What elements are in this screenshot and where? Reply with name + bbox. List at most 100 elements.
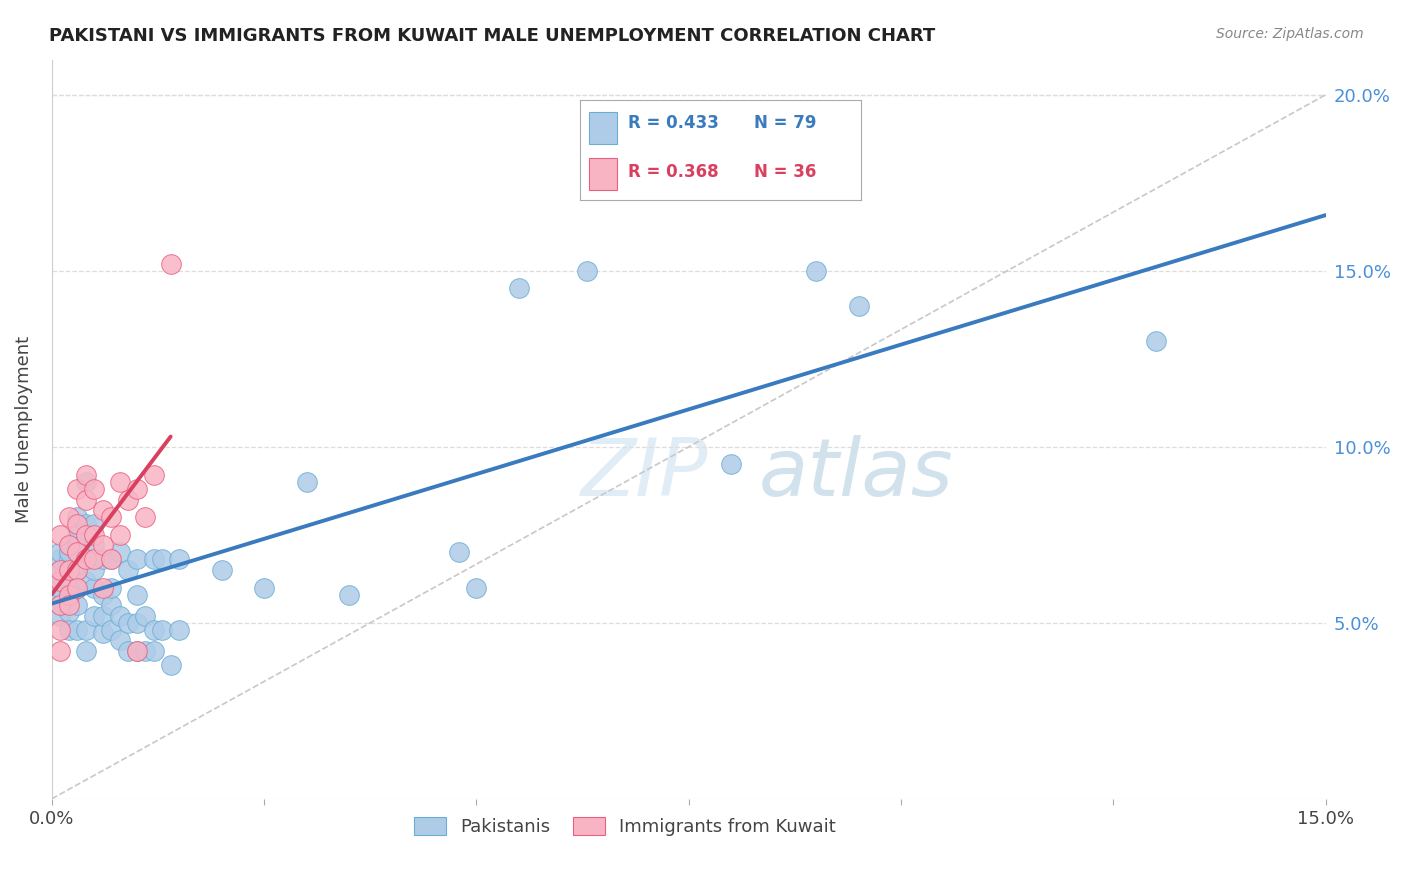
Point — [337, 588, 360, 602]
Point — [108, 528, 131, 542]
Text: atlas: atlas — [759, 434, 953, 513]
Point — [49, 528, 72, 542]
Point — [100, 623, 122, 637]
Point — [49, 552, 72, 566]
Point — [49, 599, 72, 613]
Point — [75, 552, 97, 566]
Point — [66, 623, 89, 637]
Point — [49, 574, 72, 588]
Point — [91, 581, 114, 595]
Point — [58, 599, 80, 613]
Point — [125, 644, 148, 658]
Point — [295, 475, 318, 489]
Point — [75, 467, 97, 482]
Point — [66, 581, 89, 595]
Point — [58, 605, 80, 619]
Point — [66, 581, 89, 595]
Point — [125, 552, 148, 566]
Point — [75, 574, 97, 588]
Point — [66, 563, 89, 577]
Point — [211, 563, 233, 577]
Point — [58, 623, 80, 637]
Point — [66, 545, 89, 559]
Point — [83, 563, 105, 577]
Point — [66, 545, 89, 559]
Point — [66, 517, 89, 532]
Point — [58, 552, 80, 566]
Point — [142, 644, 165, 658]
Point — [167, 623, 190, 637]
Point — [58, 510, 80, 524]
Point — [58, 588, 80, 602]
Point — [58, 538, 80, 552]
Point — [49, 644, 72, 658]
Point — [91, 626, 114, 640]
Point — [117, 615, 139, 630]
Point — [66, 482, 89, 496]
Point — [848, 299, 870, 313]
Point — [720, 458, 742, 472]
Point — [75, 552, 97, 566]
Point — [91, 608, 114, 623]
Point — [117, 644, 139, 658]
Point — [449, 545, 471, 559]
Point — [83, 538, 105, 552]
Point — [49, 545, 72, 559]
Point — [75, 492, 97, 507]
Point — [66, 528, 89, 542]
Point — [75, 644, 97, 658]
Point — [66, 563, 89, 577]
Point — [142, 623, 165, 637]
Point — [75, 475, 97, 489]
Point — [49, 588, 72, 602]
Point — [167, 552, 190, 566]
Point — [58, 538, 80, 552]
Point — [159, 658, 181, 673]
Point — [134, 644, 156, 658]
Point — [75, 517, 97, 532]
Point — [150, 623, 173, 637]
Point — [508, 281, 530, 295]
Point — [142, 467, 165, 482]
Point — [49, 599, 72, 613]
Legend: Pakistanis, Immigrants from Kuwait: Pakistanis, Immigrants from Kuwait — [405, 808, 845, 846]
Point — [58, 563, 80, 577]
Point — [49, 563, 72, 577]
Point — [58, 545, 80, 559]
Point — [49, 574, 72, 588]
Point — [75, 623, 97, 637]
Point — [49, 608, 72, 623]
Point — [117, 563, 139, 577]
Point — [49, 563, 72, 577]
Point — [91, 588, 114, 602]
Point — [100, 581, 122, 595]
Y-axis label: Male Unemployment: Male Unemployment — [15, 335, 32, 523]
Point — [91, 538, 114, 552]
Point — [108, 545, 131, 559]
Point — [134, 608, 156, 623]
Point — [575, 264, 598, 278]
Point — [125, 482, 148, 496]
Point — [100, 552, 122, 566]
Text: ZIP: ZIP — [581, 434, 707, 513]
Point — [49, 623, 72, 637]
Text: PAKISTANI VS IMMIGRANTS FROM KUWAIT MALE UNEMPLOYMENT CORRELATION CHART: PAKISTANI VS IMMIGRANTS FROM KUWAIT MALE… — [49, 27, 935, 45]
Point — [58, 574, 80, 588]
Point — [125, 588, 148, 602]
Point — [83, 528, 105, 542]
Point — [108, 475, 131, 489]
Point — [253, 581, 276, 595]
Point — [465, 581, 488, 595]
Point — [58, 595, 80, 609]
Point — [142, 552, 165, 566]
Point — [159, 257, 181, 271]
Point — [125, 644, 148, 658]
Point — [66, 510, 89, 524]
Point — [83, 608, 105, 623]
Point — [125, 615, 148, 630]
Point — [108, 633, 131, 648]
Point — [108, 608, 131, 623]
Point — [75, 528, 97, 542]
Point — [100, 510, 122, 524]
Point — [49, 581, 72, 595]
